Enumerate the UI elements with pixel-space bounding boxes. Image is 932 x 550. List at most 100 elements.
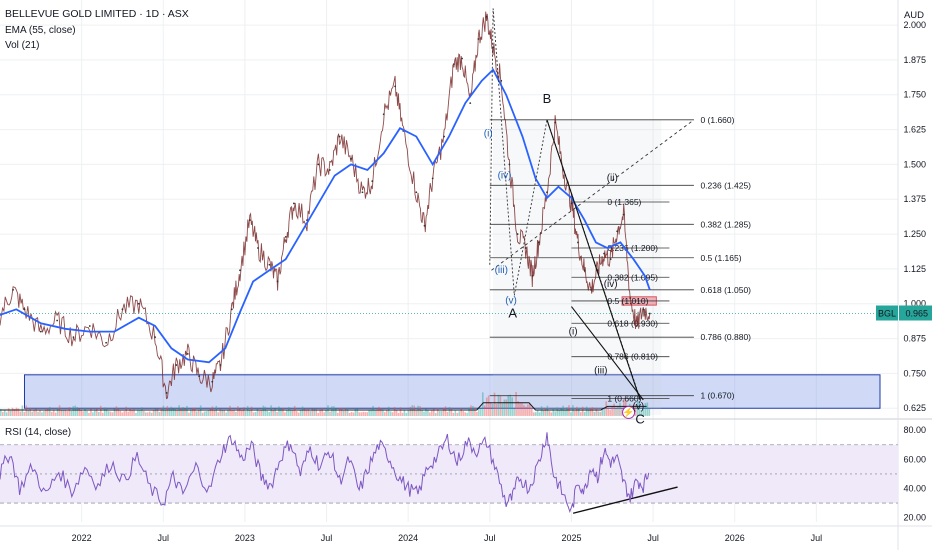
rsi-tick-label: 40.00 [903,483,926,493]
price-point [239,269,241,272]
price-tick-label: 1.000 [903,299,926,309]
volume-bar [366,412,368,416]
volume-bar [239,408,241,416]
price-point [198,375,201,378]
volume-bar [156,408,159,416]
support-zone[interactable] [23,119,881,416]
volume-bar [593,411,596,416]
volume-bar [3,409,6,416]
volume-bar [613,403,615,416]
price-tick-label: 0.875 [903,334,926,344]
volume-bar [307,409,310,416]
volume-bar [362,411,365,416]
price-tick-label: 1.125 [903,264,926,274]
lightning-icon [622,405,636,419]
price-point [415,191,418,194]
volume-bar [19,411,22,416]
rsi-tick-label: 20.00 [903,513,926,523]
volume-bar [244,411,247,416]
volume-bar [164,409,167,416]
price-point [121,308,124,311]
volume-bar [493,392,496,416]
price-point [105,341,108,344]
price-point [609,258,612,261]
volume-bar [448,407,451,416]
fib-label: 0.236 (1.200) [607,243,658,253]
time-axis[interactable]: 2022 Jul 2023 Jul 2024 Jul 2025 Jul 2026 Jul [72,533,823,543]
volume-bar [399,407,402,416]
volume-bar [109,411,112,416]
symbol-title[interactable]: BELLEVUE GOLD LIMITED · 1D · ASX [5,8,189,20]
trend-drawings[interactable]: ⚡ [489,8,695,514]
volume-bar [154,408,157,416]
ema-legend[interactable]: EMA (55, close) [5,25,76,36]
volume-bar [472,405,474,416]
volume-bar [78,408,80,416]
volume-bar [454,410,457,416]
rsi-axis[interactable]: 20.00 40.00 60.00 80.00 [903,425,926,522]
volume-bar [174,407,176,416]
volume-bar [146,412,149,416]
price-point [423,224,426,227]
symbol-badge [876,305,898,321]
volume-bar [111,412,114,416]
volume-bar [432,408,435,416]
volume-bar [350,412,353,416]
volume-bar [272,410,274,416]
volume-bar [203,411,206,416]
volume-bar [60,409,63,416]
price-point [531,274,534,277]
volume-bar [152,409,155,416]
volume-legend[interactable]: Vol (21) [5,40,40,51]
price-line [0,11,651,400]
rsi-line [0,432,650,513]
volume-bar [529,403,531,416]
volume-bar [393,406,396,416]
volume-bar [352,412,355,416]
volume-bar [603,408,606,416]
volume-bar [509,394,512,416]
volume-bar [532,412,535,416]
price-axis[interactable]: 0.625 0.750 0.875 1.000 1.125 1.250 1.375 1.500… [876,20,932,413]
trendline-lower [571,306,644,401]
volume-bar [172,408,175,416]
time-tick-label: 2024 [398,533,418,543]
volume-bar [197,410,200,416]
volume-bar [576,406,578,416]
volume-bar [144,412,147,416]
volume-bar [431,409,433,416]
volume-bar [530,407,533,416]
volume-bar [97,411,100,416]
time-tick-label: Jul [811,533,823,543]
price-point [328,169,331,171]
volume-bar [391,412,394,416]
volume-bar [225,412,227,416]
volume-bar [9,410,12,416]
volume-bar [192,407,194,416]
time-tick-label: 2023 [235,533,255,543]
currency-label[interactable]: AUD [903,10,924,21]
volume-bar [389,411,392,416]
volume-bar [270,405,272,416]
measure-shade [493,119,662,416]
volume-bar [405,412,408,416]
fibonacci-levels[interactable]: 0 (1.660) 0.236 (1.425) 0.382 (1.285) 0.5 (… [489,115,751,404]
volume-bar [264,406,267,416]
volume-bar [82,411,84,416]
volume-bar [41,412,43,416]
volume-bar [117,409,120,416]
volume-bar [364,412,367,416]
volume-bar [384,412,386,416]
volume-bar [284,412,286,416]
volume-bar [242,407,245,416]
volume-bar [64,409,67,416]
price-tick-label: 1.750 [903,90,926,100]
wave-label: B [543,91,552,106]
price-tick-label: 0.625 [903,403,926,413]
rsi-legend[interactable]: RSI (14, close) [5,427,72,438]
volume-bar [54,412,57,416]
price-point [257,247,259,249]
time-tick-label: 2026 [725,533,745,543]
price-point [88,325,91,327]
